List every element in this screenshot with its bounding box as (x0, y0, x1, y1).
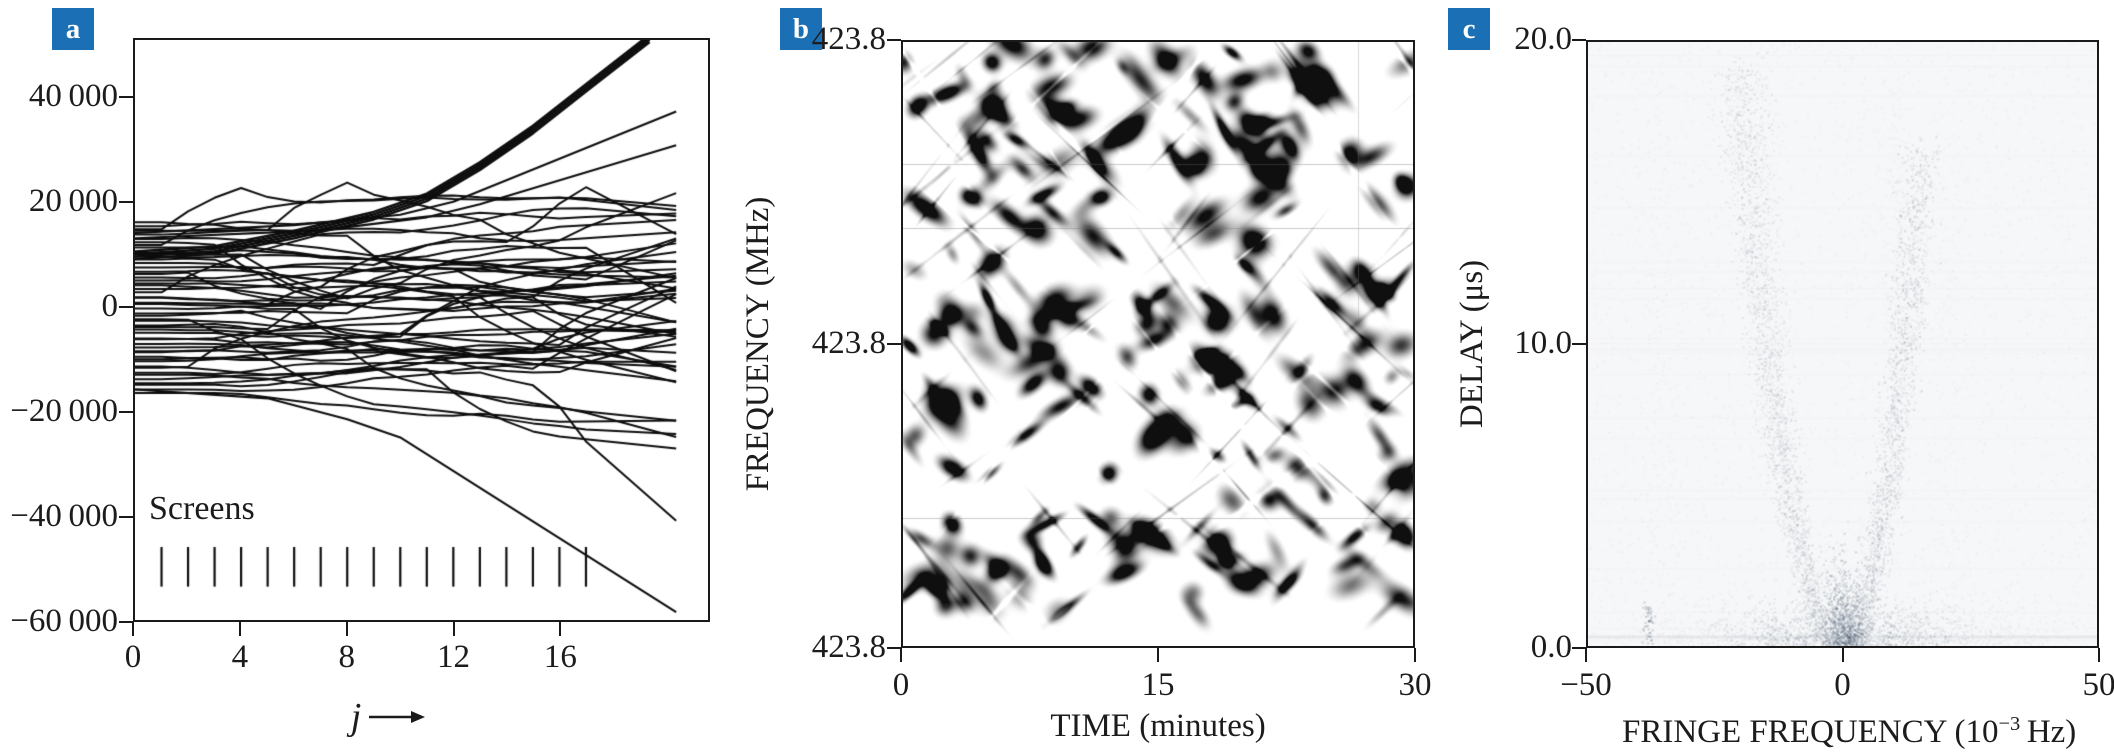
panel-a-y-tick-mark (119, 515, 133, 518)
panel-c-x-tick-mark (2098, 648, 2100, 662)
panel-a-y-tick-label: −60 000 (10, 603, 118, 639)
panel-c-secondary-spectrum-canvas (1588, 42, 2097, 646)
panel-b-x-tick-label: 15 (1141, 667, 1175, 703)
panel-a-x-tick-label: 4 (231, 639, 249, 675)
panel-b-dynamic-spectrum-canvas (903, 42, 1413, 646)
panel-a-y-tick-mark (119, 200, 133, 203)
panel-c-y-tick-mark (1572, 343, 1586, 345)
panel-c-x-axis-label-suffix: Hz) (2020, 714, 2077, 750)
panel-a-y-tick-label: 0 (101, 287, 119, 324)
panel-a-x-tick-mark (132, 622, 134, 636)
panel-a-y-tick-mark (119, 410, 133, 413)
panel-b-badge: b (780, 8, 822, 50)
j-symbol: j (350, 696, 362, 738)
panel-c-y-tick-mark (1572, 647, 1586, 649)
panel-c-x-tick-label: 0 (1834, 667, 1851, 703)
panel-b-plot-area (901, 40, 1415, 648)
panel-c-x-tick-mark (1841, 648, 1844, 662)
panel-a-x-tick-label: 12 (437, 639, 471, 675)
panel-c-x-tick-label: −50 (1560, 667, 1612, 703)
panel-b-x-tick-label: 30 (1398, 667, 1432, 703)
panel-a-y-tick-label: 40 000 (28, 77, 118, 114)
panel-a-x-tick-mark (345, 622, 348, 636)
panel-c-y-tick-mark (1572, 39, 1586, 41)
panel-b-x-axis-label: TIME (minutes) (1050, 708, 1266, 744)
panel-a-x-tick-mark (452, 622, 455, 636)
panel-a-y-tick-mark (119, 621, 133, 623)
panel-c-plot-area (1586, 40, 2099, 648)
panel-b-y-tick-mark (887, 343, 901, 345)
panel-c-y-tick-label: 10.0 (1514, 325, 1572, 361)
panel-a-y-tick-mark (119, 95, 133, 98)
panel-c-y-tick-label: 0.0 (1530, 629, 1572, 665)
panel-a-y-tick-label: −40 000 (10, 497, 118, 534)
panel-b-y-tick-mark (887, 39, 901, 41)
panel-a-x-tick-mark (559, 622, 562, 636)
panel-b-y-tick-label: 423.8 (811, 325, 886, 361)
panel-a-x-tick-label: 8 (338, 639, 355, 675)
panel-b-x-tick-mark (900, 648, 902, 662)
panel-b-y-tick-label: 423.8 (811, 629, 886, 665)
panel-b-x-tick-mark (1414, 648, 1416, 662)
panel-c-x-tick-label: 50 (2082, 667, 2114, 703)
panel-a-y-tick-mark (119, 305, 133, 308)
panel-a-y-tick-label: −20 000 (10, 392, 118, 429)
panel-b-y-tick-label: 423.8 (811, 21, 886, 57)
panel-a-plot-area: Screens (133, 38, 710, 622)
panel-c-x-axis-label-superscript: −3 (1998, 713, 2021, 735)
right-arrow-icon (369, 711, 426, 723)
panel-a-x-tick-label: 16 (543, 639, 577, 675)
panel-b-x-tick-mark (1157, 648, 1159, 662)
panel-a-x-tick-label: 0 (124, 639, 142, 675)
panel-c-x-tick-mark (1585, 648, 1587, 662)
panel-a-x-tick-mark (238, 622, 241, 636)
panel-c-x-axis-label: FRINGE FREQUENCY (10−3 Hz) (1622, 704, 2076, 752)
panel-b-y-tick-mark (887, 647, 901, 649)
panel-a-ray-paths-canvas (135, 40, 708, 620)
screens-annotation: Screens (149, 490, 255, 527)
panel-a-y-tick-label: 20 000 (28, 182, 118, 219)
panel-a-x-axis-label: j (293, 692, 483, 742)
panel-c-x-axis-label-prefix: FRINGE FREQUENCY (10 (1622, 714, 1999, 750)
panel-c-y-tick-label: 20.0 (1514, 21, 1572, 57)
panel-a-badge: a (52, 8, 94, 50)
panel-b-x-tick-label: 0 (892, 667, 910, 703)
panel-c-badge: c (1448, 8, 1490, 50)
